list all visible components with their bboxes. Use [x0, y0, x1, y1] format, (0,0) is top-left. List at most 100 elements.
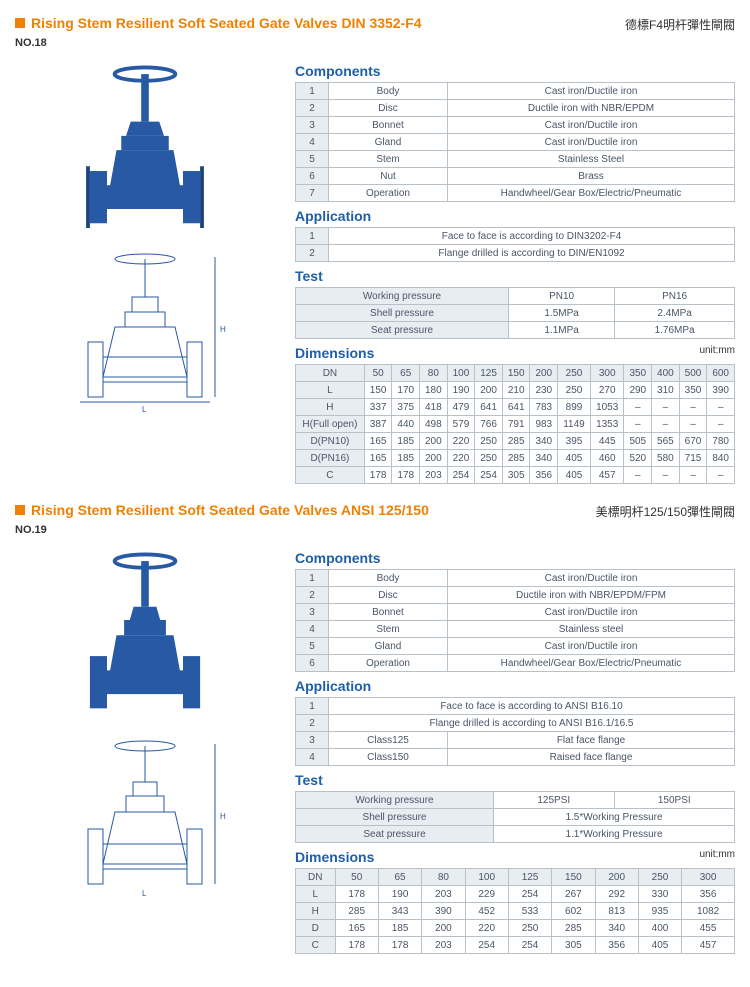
cell: 178: [335, 886, 378, 903]
cell: 250: [638, 869, 681, 886]
cell: Flange drilled is according to DIN/EN109…: [329, 245, 735, 262]
cell: D(PN16): [296, 450, 365, 467]
valve-photo-icon: [65, 57, 225, 247]
cell: 270: [590, 382, 624, 399]
cell: 125PSI: [494, 792, 614, 809]
cell: 5: [296, 638, 329, 655]
cell: Ductile iron with NBR/EPDM: [448, 100, 735, 117]
dimensions-table-2: DN506580100125150200250300L1781902032292…: [295, 868, 735, 954]
cell: DN: [296, 365, 365, 382]
svg-text:H: H: [220, 812, 226, 821]
cell: 400: [638, 920, 681, 937]
cell: Operation: [329, 185, 448, 202]
cell: 50: [335, 869, 378, 886]
cell: 2: [296, 715, 329, 732]
cell: 375: [392, 399, 420, 416]
cell: 337: [364, 399, 392, 416]
cell: 185: [378, 920, 421, 937]
cell: 203: [420, 467, 448, 484]
cell: 1.5*Working Pressure: [494, 809, 735, 826]
cell: 791: [502, 416, 530, 433]
cell: 1.5MPa: [509, 305, 615, 322]
cell: 5: [296, 151, 329, 168]
cell: 200: [595, 869, 638, 886]
cell: 783: [530, 399, 558, 416]
cell: Shell pressure: [296, 305, 509, 322]
cell: 520: [624, 450, 652, 467]
section-title-1: Rising Stem Resilient Soft Seated Gate V…: [15, 15, 422, 31]
cell: 190: [447, 382, 475, 399]
cell: 983: [530, 416, 558, 433]
test-heading-2: Test: [295, 772, 735, 788]
no-label-1: NO.18: [15, 37, 735, 49]
cell: 150: [552, 869, 595, 886]
cell: 500: [679, 365, 707, 382]
cell: Body: [329, 570, 448, 587]
chinese-sub-1: 德標F4明杆彈性閘閥: [625, 16, 735, 33]
cell: 285: [502, 433, 530, 450]
cell: 254: [508, 937, 551, 954]
cell: 440: [392, 416, 420, 433]
cell: 766: [475, 416, 503, 433]
cell: 250: [558, 365, 591, 382]
cell: 340: [530, 450, 558, 467]
cell: Cast iron/Ductile iron: [448, 604, 735, 621]
cell: 100: [447, 365, 475, 382]
cell: 300: [682, 869, 735, 886]
cell: 150: [502, 365, 530, 382]
cell: Operation: [329, 655, 448, 672]
cell: 1: [296, 570, 329, 587]
cell: 2.4MPa: [615, 305, 735, 322]
cell: 165: [364, 433, 392, 450]
cell: 150PSI: [614, 792, 735, 809]
cell: Cast iron/Ductile iron: [448, 117, 735, 134]
cell: Nut: [329, 168, 448, 185]
cell: Stem: [329, 151, 448, 168]
cell: 300: [590, 365, 624, 382]
dimensions-heading-2: Dimensions unit:mm: [295, 849, 735, 865]
cell: 200: [420, 433, 448, 450]
cell: –: [707, 416, 735, 433]
cell: 356: [530, 467, 558, 484]
cell: C: [296, 937, 336, 954]
cell: 780: [707, 433, 735, 450]
cell: L: [296, 382, 365, 399]
left-col-1: H L: [15, 57, 275, 484]
cell: 390: [422, 903, 465, 920]
cell: 6: [296, 168, 329, 185]
cell: 305: [502, 467, 530, 484]
cell: 150: [364, 382, 392, 399]
cell: Flange drilled is according to ANSI B16.…: [329, 715, 735, 732]
cell: 1149: [558, 416, 591, 433]
cell: 185: [392, 450, 420, 467]
cell: 254: [447, 467, 475, 484]
cell: –: [679, 399, 707, 416]
cell: 178: [335, 937, 378, 954]
cell: 125: [508, 869, 551, 886]
cell: 290: [624, 382, 652, 399]
cell: Gland: [329, 134, 448, 151]
cell: 305: [552, 937, 595, 954]
cell: 899: [558, 399, 591, 416]
components-heading-2: Components: [295, 550, 735, 566]
cell: D: [296, 920, 336, 937]
application-heading-2: Application: [295, 678, 735, 694]
cell: DN: [296, 869, 336, 886]
cell: 230: [530, 382, 558, 399]
cell: 285: [335, 903, 378, 920]
cell: Working pressure: [296, 288, 509, 305]
dimensions-table-1: DN506580100125150200250300350400500600L1…: [295, 364, 735, 484]
cell: 395: [558, 433, 591, 450]
cell: –: [624, 399, 652, 416]
cell: 505: [624, 433, 652, 450]
cell: 670: [679, 433, 707, 450]
cell: 356: [595, 937, 638, 954]
cell: 267: [552, 886, 595, 903]
cell: 285: [552, 920, 595, 937]
right-col-2: Components 1BodyCast iron/Ductile iron 2 D…: [295, 544, 735, 954]
cell: –: [652, 399, 680, 416]
cell: Gland: [329, 638, 448, 655]
cell: 457: [590, 467, 624, 484]
cell: 80: [420, 365, 448, 382]
dimensions-heading-1: Dimensions unit:mm: [295, 345, 735, 361]
